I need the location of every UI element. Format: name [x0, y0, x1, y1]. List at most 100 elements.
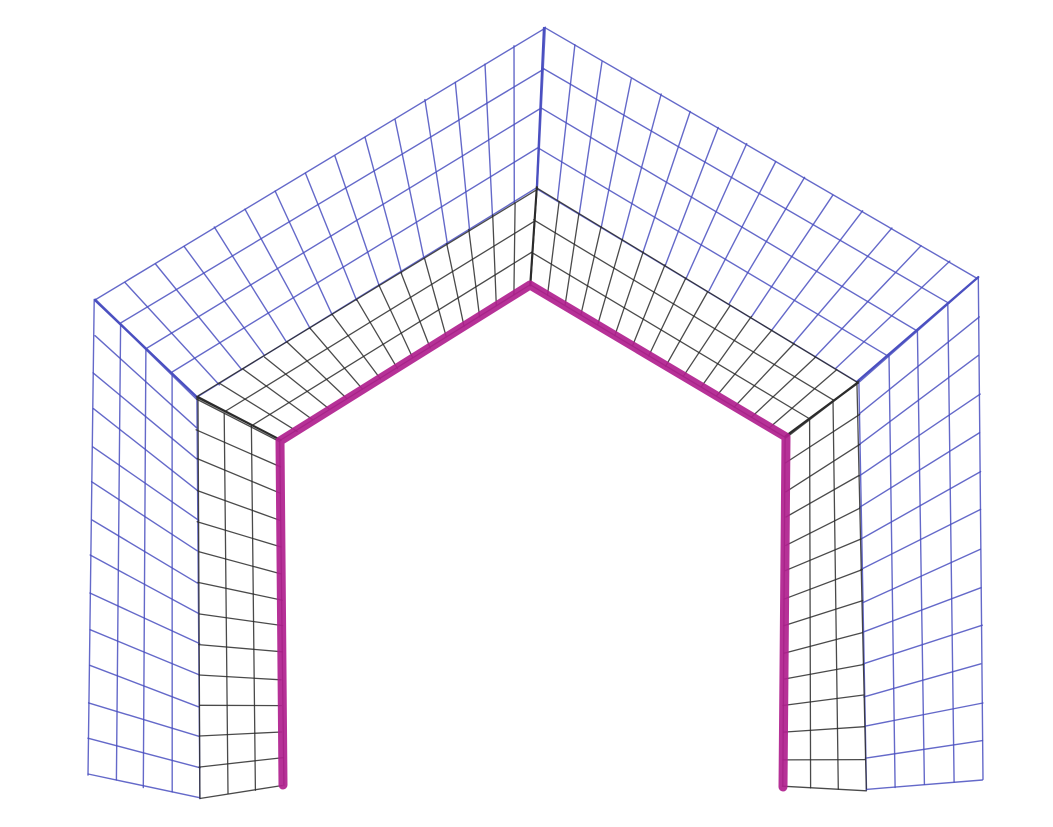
inner-grid-line-rung: [198, 613, 284, 627]
inner-grid-line-rung: [580, 226, 602, 316]
inner-grid-line-rung: [198, 643, 284, 653]
inner-grid-line-rung: [716, 329, 773, 397]
outer-grid-line-rung: [858, 431, 981, 508]
inner-grid-line-rung: [198, 731, 283, 737]
inner-grid-line-rung: [198, 551, 282, 575]
inner-grid-line-rung: [632, 264, 666, 346]
inner-grid-line-rung: [378, 284, 414, 359]
inner-grid-line-rail: [223, 412, 229, 795]
inner-grid-line-rung: [682, 304, 731, 377]
outer-grid-line-rung: [771, 210, 864, 331]
inner-grid-line-rung: [199, 784, 283, 800]
outer-grid-line-rail: [916, 330, 926, 786]
outer-grid-line-rung: [862, 587, 982, 633]
inner-grid-line-rung: [468, 228, 481, 318]
outer-grid-line-rung: [863, 663, 982, 698]
inner-grid-line-rail: [250, 251, 533, 427]
inner-grid-line-rung: [733, 342, 795, 408]
inner-grid-line-crease: [196, 396, 282, 442]
outer-grid-line-crease: [94, 299, 199, 399]
inner-grid-line-rung: [750, 356, 817, 418]
outer-grid-line-rung: [865, 779, 984, 791]
inner-grid-line-rail: [195, 188, 539, 398]
outer-grid-line-rung: [89, 554, 200, 615]
outer-grid-line-rail: [541, 67, 950, 304]
inner-grid-line-rung: [783, 599, 864, 627]
inner-grid-line-rail: [808, 418, 812, 789]
outer-grid-line-crease: [855, 276, 980, 383]
outer-grid-line-rail: [87, 298, 95, 776]
outer-grid-line-rung: [864, 739, 984, 759]
outer-grid-line-rung: [364, 136, 403, 274]
inner-grid-line-rung: [614, 251, 644, 337]
magenta-arch-outline: [275, 280, 791, 792]
outer-grid-line-rung: [87, 737, 201, 769]
outer-grid-line-rung: [751, 194, 834, 317]
inner-grid-line-rung: [356, 298, 399, 370]
outer-grid-line-rung: [857, 354, 979, 446]
outer-grid-line-rung: [92, 372, 198, 460]
outer-grid-line-rail: [537, 147, 890, 357]
inner-grid-line-rung: [783, 663, 865, 680]
outer-grid-line-rail: [145, 107, 541, 350]
inner-black-grid-band: [195, 186, 867, 800]
outer-grid-line-rung: [213, 226, 288, 343]
inner-grid-line-rung: [597, 238, 623, 326]
outer-grid-line-rail: [977, 276, 984, 781]
outer-grid-line-rung: [154, 263, 243, 371]
inner-grid-line-rung: [785, 507, 861, 547]
inner-grid-line-rail: [530, 251, 810, 420]
outer-grid-line-rail: [947, 303, 955, 783]
outer-grid-line-rung: [394, 118, 425, 260]
outer-grid-line-rung: [835, 260, 951, 370]
inner-grid-line-rail: [197, 398, 201, 800]
inner-grid-line-rail: [856, 380, 867, 790]
inner-grid-line-rung: [564, 213, 580, 306]
inner-grid-line-rung: [781, 785, 867, 792]
outer-grid-line-rung: [424, 98, 449, 245]
inner-grid-line-rail: [537, 187, 859, 384]
outer-grid-line-rung: [92, 407, 198, 491]
outer-grid-line-rung: [642, 110, 691, 253]
outer-grid-line-rung: [274, 190, 333, 316]
inner-grid-line-rung: [783, 568, 863, 600]
inner-grid-line-rail: [250, 425, 257, 791]
outer-grid-line-rung: [89, 629, 201, 676]
outer-grid-line-rung: [728, 176, 806, 305]
outer-grid-line-rung: [814, 244, 922, 358]
inner-grid-line-rung: [263, 356, 330, 410]
inner-grid-line-rung: [783, 632, 863, 654]
outer-grid-line-rung: [454, 81, 471, 232]
outer-grid-line-rung: [94, 335, 198, 429]
inner-grid-line-rung: [218, 382, 298, 433]
outer-grid-line-rung: [90, 481, 198, 552]
inner-grid-line-rung: [783, 726, 866, 733]
outer-grid-line-rung: [304, 172, 358, 302]
outer-blue-grid-band: [87, 26, 984, 800]
inner-grid-line-rung: [198, 674, 282, 681]
outer-grid-line-rail: [142, 347, 147, 789]
outer-grid-line-rung: [89, 592, 201, 645]
inner-grid-line-rung: [309, 327, 364, 390]
outer-grid-line-rung: [87, 773, 201, 799]
inner-grid-line-rung: [196, 521, 282, 548]
outer-grid-line-rung: [860, 508, 982, 571]
outer-grid-line-rail: [169, 146, 540, 374]
outer-grid-line-rung: [484, 63, 494, 218]
inner-grid-line-rung: [647, 277, 687, 357]
outer-grid-line-rung: [556, 44, 576, 202]
inner-grid-line-rung: [242, 368, 313, 421]
outer-grid-line-rung: [183, 245, 265, 356]
outer-grid-line-rung: [862, 548, 982, 604]
inner-grid-line-rung: [196, 457, 282, 494]
outer-grid-line-rail: [544, 27, 979, 280]
inner-grid-line-rung: [195, 398, 281, 443]
outer-grid-line-rung: [244, 208, 312, 330]
outer-grid-line-rung: [858, 316, 980, 415]
inner-grid-line-rung: [197, 581, 283, 601]
outer-grid-line-rung: [334, 155, 380, 287]
outer-grid-line-rung: [89, 664, 200, 708]
outer-grid-line-rung: [87, 702, 200, 737]
